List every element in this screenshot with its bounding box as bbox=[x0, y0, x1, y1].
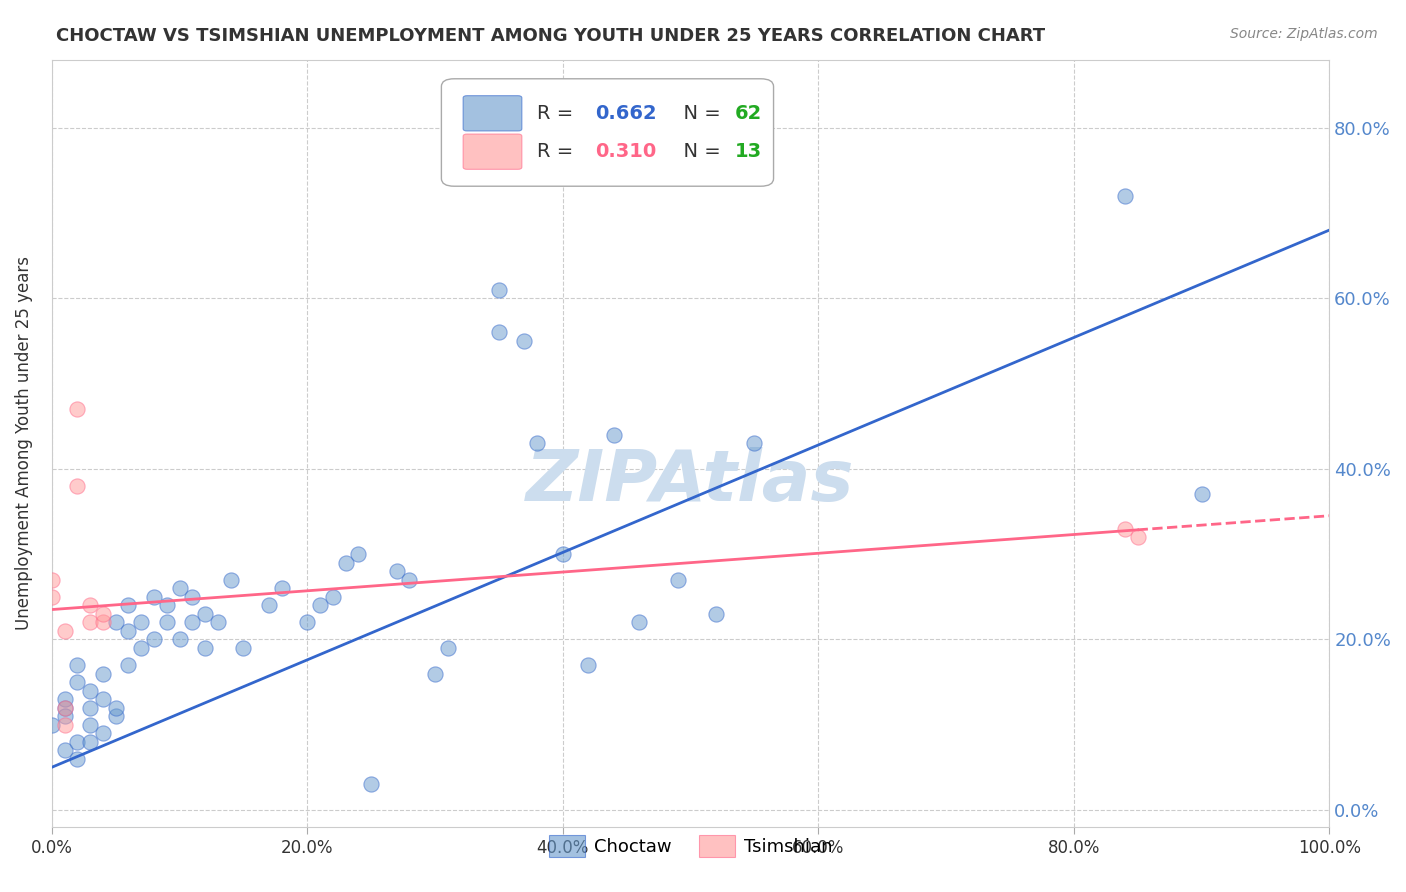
Point bbox=[66, 752, 89, 766]
Point bbox=[79, 735, 101, 749]
Text: N =: N = bbox=[671, 103, 727, 123]
Text: N =: N = bbox=[671, 142, 727, 161]
Point bbox=[257, 599, 280, 613]
Point bbox=[79, 700, 101, 714]
Point bbox=[41, 590, 63, 604]
Point bbox=[53, 624, 76, 638]
Point bbox=[181, 615, 204, 630]
Point bbox=[360, 777, 382, 791]
Point bbox=[156, 615, 179, 630]
Point bbox=[207, 615, 229, 630]
Point bbox=[513, 334, 536, 348]
Point bbox=[1114, 522, 1136, 536]
Point bbox=[169, 581, 191, 595]
Point bbox=[117, 657, 139, 672]
Point bbox=[194, 607, 217, 621]
Text: R =: R = bbox=[537, 103, 579, 123]
Point bbox=[270, 581, 292, 595]
Point bbox=[181, 590, 204, 604]
Point bbox=[219, 573, 242, 587]
Text: 0.662: 0.662 bbox=[595, 103, 657, 123]
Point bbox=[91, 726, 114, 740]
Point bbox=[104, 615, 127, 630]
Point bbox=[117, 599, 139, 613]
Point bbox=[41, 573, 63, 587]
Point bbox=[53, 700, 76, 714]
Point bbox=[53, 743, 76, 757]
Point bbox=[156, 599, 179, 613]
Point bbox=[66, 675, 89, 690]
Point bbox=[576, 657, 599, 672]
Text: ZIPAtlas: ZIPAtlas bbox=[526, 447, 855, 516]
Point bbox=[129, 640, 152, 655]
Point bbox=[335, 556, 357, 570]
Point bbox=[129, 615, 152, 630]
Point bbox=[1114, 189, 1136, 203]
Point bbox=[322, 590, 344, 604]
Legend: Choctaw, Tsimshian: Choctaw, Tsimshian bbox=[541, 828, 839, 864]
Text: CHOCTAW VS TSIMSHIAN UNEMPLOYMENT AMONG YOUTH UNDER 25 YEARS CORRELATION CHART: CHOCTAW VS TSIMSHIAN UNEMPLOYMENT AMONG … bbox=[56, 27, 1046, 45]
Point bbox=[142, 590, 165, 604]
Point bbox=[91, 692, 114, 706]
Point bbox=[117, 624, 139, 638]
Point bbox=[66, 479, 89, 493]
Text: Source: ZipAtlas.com: Source: ZipAtlas.com bbox=[1230, 27, 1378, 41]
Y-axis label: Unemployment Among Youth under 25 years: Unemployment Among Youth under 25 years bbox=[15, 256, 32, 631]
Point bbox=[79, 683, 101, 698]
Point bbox=[232, 640, 254, 655]
Point bbox=[704, 607, 727, 621]
Point bbox=[142, 632, 165, 647]
Point bbox=[41, 717, 63, 731]
Point bbox=[53, 717, 76, 731]
Point bbox=[79, 717, 101, 731]
Point bbox=[91, 615, 114, 630]
Point bbox=[666, 573, 689, 587]
Point bbox=[66, 735, 89, 749]
Point bbox=[526, 436, 548, 450]
Text: 62: 62 bbox=[735, 103, 762, 123]
Point bbox=[53, 692, 76, 706]
Point bbox=[488, 326, 510, 340]
Text: 13: 13 bbox=[735, 142, 762, 161]
Point bbox=[436, 640, 458, 655]
Point bbox=[628, 615, 651, 630]
Point bbox=[169, 632, 191, 647]
Point bbox=[297, 615, 319, 630]
Point bbox=[104, 709, 127, 723]
Point bbox=[104, 700, 127, 714]
Point bbox=[488, 283, 510, 297]
Point bbox=[309, 599, 332, 613]
Point bbox=[91, 666, 114, 681]
Point bbox=[423, 666, 446, 681]
Point bbox=[66, 402, 89, 417]
Point bbox=[551, 547, 574, 561]
Point bbox=[91, 607, 114, 621]
Point bbox=[53, 709, 76, 723]
Point bbox=[385, 564, 408, 578]
FancyBboxPatch shape bbox=[463, 134, 522, 169]
FancyBboxPatch shape bbox=[441, 78, 773, 186]
Text: 0.310: 0.310 bbox=[595, 142, 657, 161]
Point bbox=[66, 657, 89, 672]
Point bbox=[398, 573, 420, 587]
Point bbox=[53, 700, 76, 714]
FancyBboxPatch shape bbox=[463, 95, 522, 131]
Point bbox=[1191, 487, 1213, 501]
Point bbox=[603, 427, 626, 442]
Point bbox=[79, 599, 101, 613]
Point bbox=[1126, 530, 1149, 544]
Point bbox=[79, 615, 101, 630]
Point bbox=[194, 640, 217, 655]
Point bbox=[744, 436, 766, 450]
Point bbox=[347, 547, 370, 561]
Text: R =: R = bbox=[537, 142, 579, 161]
